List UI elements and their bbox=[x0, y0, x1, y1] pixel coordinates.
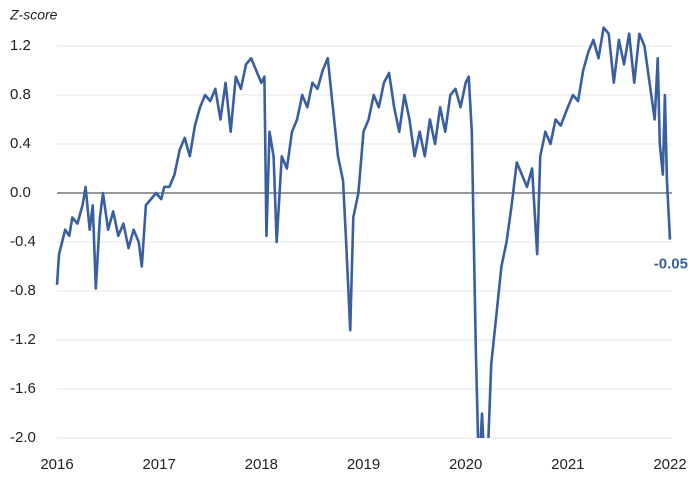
y-axis-label: Z-score bbox=[9, 7, 58, 23]
grid bbox=[57, 45, 672, 439]
y-tick-label: -2.0 bbox=[10, 429, 36, 446]
x-tick-label: 2016 bbox=[40, 456, 73, 473]
y-tick-label: 0.0 bbox=[10, 184, 31, 201]
x-tick-label: 2022 bbox=[653, 456, 686, 473]
y-tick-label: -0.4 bbox=[10, 233, 36, 250]
x-tick-label: 2017 bbox=[142, 456, 175, 473]
y-tick-label: 1.2 bbox=[10, 37, 31, 54]
x-tick-label: 2018 bbox=[245, 456, 278, 473]
y-tick-label: -1.2 bbox=[10, 331, 36, 348]
y-tick-label: -1.6 bbox=[10, 380, 36, 397]
labels: -2.0 -1.6 -1.2 -0.8 -0.4 0.0 0.4 0.8 1.2 2016 2017… bbox=[10, 37, 688, 473]
y-tick-label: 0.4 bbox=[10, 135, 31, 152]
x-tick-label: 2019 bbox=[347, 456, 380, 473]
data-line bbox=[55, 26, 672, 438]
y-tick-label: 0.8 bbox=[10, 86, 31, 103]
end-label: -0.05 bbox=[654, 256, 688, 273]
x-tick-label: 2020 bbox=[449, 456, 482, 473]
plot bbox=[55, 26, 672, 438]
x-tick-label: 2021 bbox=[551, 456, 584, 473]
y-tick-label: -0.8 bbox=[10, 282, 36, 299]
